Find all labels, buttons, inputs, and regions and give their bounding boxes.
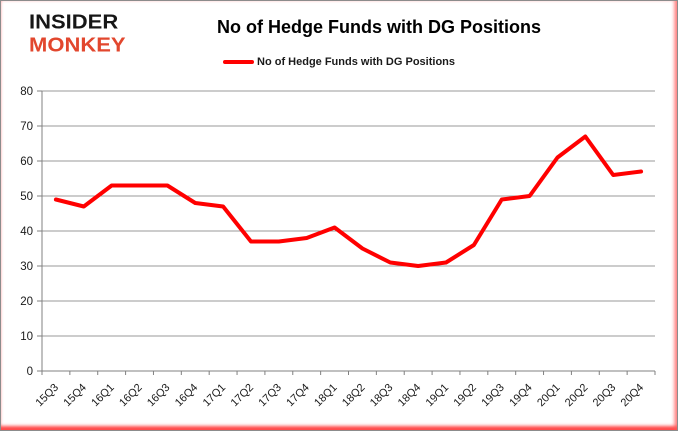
x-axis-tick-label: 20Q4 bbox=[619, 382, 647, 410]
logo-line-insider: INSIDER bbox=[29, 10, 119, 34]
x-axis-tick-label: 18Q3 bbox=[368, 382, 396, 410]
x-axis-tick-label: 19Q2 bbox=[451, 382, 479, 410]
x-axis-tick-label: 18Q4 bbox=[396, 382, 424, 410]
y-axis-tick-label: 40 bbox=[20, 226, 33, 238]
x-axis-tick-label: 20Q3 bbox=[591, 382, 619, 410]
y-axis-tick-label: 30 bbox=[20, 261, 33, 273]
y-axis-tick-label: 10 bbox=[20, 331, 33, 343]
legend-line-swatch bbox=[223, 60, 254, 64]
x-axis-tick-label: 16Q3 bbox=[145, 382, 173, 410]
x-axis-tick-label: 16Q1 bbox=[89, 382, 117, 410]
chart-title: No of Hedge Funds with DG Positions bbox=[217, 17, 541, 37]
x-axis-tick-label: 19Q4 bbox=[507, 382, 535, 410]
x-axis-tick-label: 18Q2 bbox=[340, 382, 368, 410]
x-axis-tick-label: 17Q1 bbox=[201, 382, 229, 410]
x-axis-tick-label: 20Q2 bbox=[563, 382, 591, 410]
y-axis-tick-label: 60 bbox=[20, 156, 33, 168]
x-axis-tick-label: 18Q1 bbox=[312, 382, 340, 410]
x-axis-tick-label: 17Q2 bbox=[229, 382, 257, 410]
x-axis-tick-label: 19Q1 bbox=[424, 382, 452, 410]
y-axis-tick-label: 0 bbox=[27, 366, 33, 378]
legend-label: No of Hedge Funds with DG Positions bbox=[257, 56, 455, 68]
legend: No of Hedge Funds with DG Positions bbox=[1, 56, 677, 68]
x-axis-tick-label: 15Q3 bbox=[34, 382, 62, 410]
x-axis-tick-label: 16Q2 bbox=[117, 382, 145, 410]
x-axis-tick-label: 17Q4 bbox=[284, 382, 312, 410]
insider-monkey-logo: INSIDER MONKEY bbox=[29, 11, 126, 56]
y-axis-tick-label: 20 bbox=[20, 296, 33, 308]
x-axis-tick-label: 19Q3 bbox=[479, 382, 507, 410]
logo-line-monkey: MONKEY bbox=[29, 33, 126, 57]
y-axis-tick-label: 70 bbox=[20, 121, 33, 133]
x-axis-tick-label: 17Q3 bbox=[256, 382, 284, 410]
x-axis-tick-label: 15Q4 bbox=[61, 382, 89, 410]
x-axis-tick-label: 20Q1 bbox=[535, 382, 563, 410]
y-axis-tick-label: 50 bbox=[20, 191, 33, 203]
y-axis-tick-label: 80 bbox=[20, 86, 33, 98]
x-axis-tick-label: 16Q4 bbox=[173, 382, 201, 410]
series-line bbox=[53, 134, 644, 268]
